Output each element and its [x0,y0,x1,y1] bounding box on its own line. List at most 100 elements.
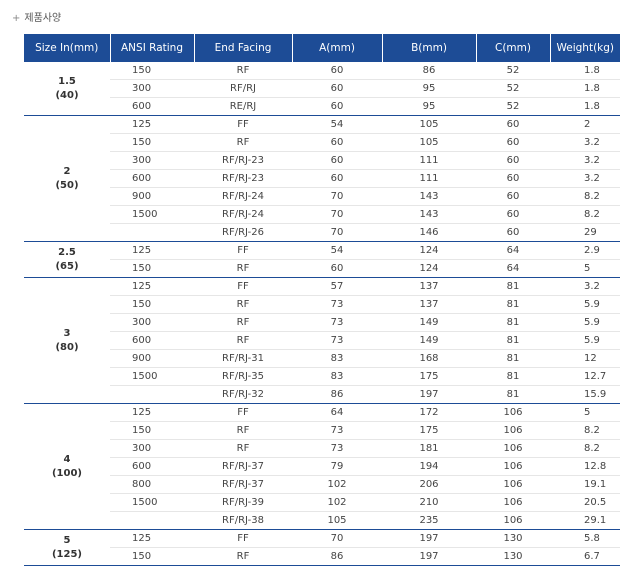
c-cell: 60 [476,223,550,242]
ansi-rating-cell [110,385,194,404]
c-cell: 106 [476,403,550,422]
end-facing-cell: RF [194,295,292,314]
end-facing-cell: RF [194,313,292,332]
plus-icon: + [12,13,21,24]
a-cell: 60 [292,133,382,152]
table-row: 300 RF/RJ 60 95 52 1.8 [24,79,620,98]
spec-table: Size In(mm) ANSI Rating End Facing A(mm)… [24,34,620,566]
weight-cell: 3.2 [550,277,620,296]
table-row: 1500 RF/RJ-24 70 143 60 8.2 [24,205,620,224]
a-cell: 70 [292,529,382,548]
size-cell: 5 (125) [24,529,110,566]
a-cell: 64 [292,403,382,422]
end-facing-cell: RF/RJ-32 [194,385,292,404]
a-cell: 60 [292,259,382,278]
table-row: 600 RF/RJ-23 60 111 60 3.2 [24,169,620,188]
ansi-rating-cell: 600 [110,331,194,350]
weight-cell: 12.8 [550,457,620,476]
end-facing-cell: RE/RJ [194,97,292,116]
end-facing-cell: RF [194,439,292,458]
c-cell: 106 [476,457,550,476]
c-cell: 60 [476,169,550,188]
c-cell: 81 [476,349,550,368]
end-facing-cell: RF/RJ-26 [194,223,292,242]
b-cell: 197 [382,547,476,566]
end-facing-cell: RF [194,421,292,440]
table-row: 900 RF/RJ-31 83 168 81 12 [24,349,620,368]
b-cell: 143 [382,187,476,206]
b-cell: 105 [382,115,476,134]
ansi-rating-cell: 150 [110,133,194,152]
b-cell: 181 [382,439,476,458]
size-mm: (80) [55,341,79,353]
size-inch: 4 [63,453,71,465]
table-row: 300 RF/RJ-23 60 111 60 3.2 [24,151,620,170]
c-cell: 130 [476,529,550,548]
c-cell: 52 [476,79,550,98]
end-facing-cell: FF [194,529,292,548]
ansi-rating-cell: 600 [110,457,194,476]
end-facing-cell: RF/RJ-24 [194,187,292,206]
table-row: 1.5 (40) 150 RF 60 86 52 1.8 [24,62,620,116]
b-cell: 95 [382,79,476,98]
a-cell: 60 [292,151,382,170]
c-cell: 130 [476,547,550,566]
a-cell: 83 [292,349,382,368]
table-row: 3 (80) 125 FF 57 137 81 3.2 [24,277,620,404]
ansi-rating-cell: 900 [110,187,194,206]
size-cell: 2.5 (65) [24,241,110,278]
b-cell: 197 [382,529,476,548]
b-cell: 111 [382,169,476,188]
c-cell: 81 [476,295,550,314]
size-inch: 3 [63,327,71,339]
end-facing-cell: RF/RJ-31 [194,349,292,368]
c-cell: 81 [476,385,550,404]
a-cell: 60 [292,79,382,98]
col-weight: Weight(kg) [550,34,620,62]
b-cell: 168 [382,349,476,368]
weight-cell: 2 [550,115,620,134]
end-facing-cell: FF [194,241,292,260]
c-cell: 64 [476,259,550,278]
ansi-rating-cell: 125 [110,529,194,548]
b-cell: 175 [382,421,476,440]
end-facing-cell: RF [194,547,292,566]
col-a: A(mm) [292,34,383,62]
a-cell: 79 [292,457,382,476]
a-cell: 54 [292,241,382,260]
table-row: 150 RF 86 197 130 6.7 [24,547,620,566]
ansi-rating-cell: 1500 [110,205,194,224]
size-mm: (125) [51,548,82,560]
end-facing-cell: RF/RJ-37 [194,457,292,476]
weight-cell: 8.2 [550,205,620,224]
table-row: 2 (50) 125 FF 54 105 60 2 [24,115,620,242]
b-cell: 175 [382,367,476,386]
table-row: 800 RF/RJ-37 102 206 106 19.1 [24,475,620,494]
a-cell: 70 [292,205,382,224]
a-cell: 73 [292,313,382,332]
table-row: 2.5 (65) 125 FF 54 124 64 2.9 [24,241,620,278]
end-facing-cell: RF/RJ-39 [194,493,292,512]
b-cell: 194 [382,457,476,476]
size-mm: (50) [55,179,79,191]
size-inch: 2.5 [58,246,76,258]
size-inch: 1.5 [58,75,76,87]
section-heading: + 제품사양 [12,9,61,24]
weight-cell: 1.8 [550,79,620,98]
b-cell: 105 [382,133,476,152]
weight-cell: 15.9 [550,385,620,404]
weight-cell: 12 [550,349,620,368]
b-cell: 149 [382,313,476,332]
table-row: 150 RF 60 105 60 3.2 [24,133,620,152]
c-cell: 106 [476,493,550,512]
c-cell: 106 [476,421,550,440]
weight-cell: 3.2 [550,133,620,152]
c-cell: 60 [476,115,550,134]
end-facing-cell: RF/RJ-35 [194,367,292,386]
end-facing-cell: FF [194,403,292,422]
ansi-rating-cell: 600 [110,169,194,188]
ansi-rating-cell [110,511,194,530]
b-cell: 124 [382,241,476,260]
end-facing-cell: RF [194,331,292,350]
b-cell: 137 [382,277,476,296]
